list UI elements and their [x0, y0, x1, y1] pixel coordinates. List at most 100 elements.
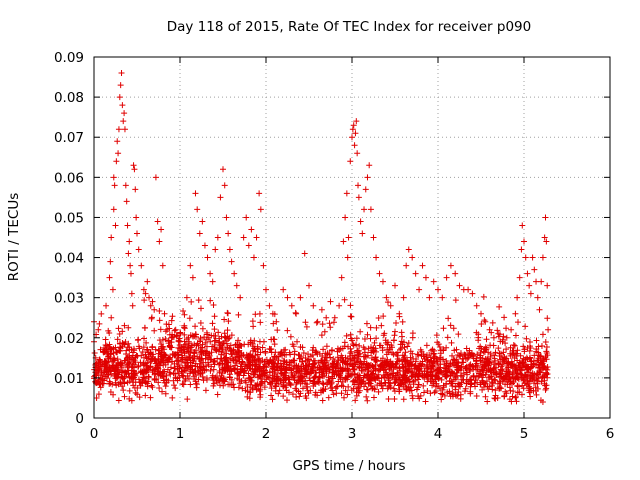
data-point	[194, 340, 201, 347]
data-point	[167, 364, 174, 371]
data-point	[316, 369, 323, 376]
data-point	[151, 327, 158, 334]
data-point	[488, 382, 495, 389]
data-point	[133, 214, 140, 221]
data-point	[230, 357, 237, 364]
data-point	[509, 380, 516, 387]
data-point	[154, 218, 161, 225]
data-point	[283, 351, 290, 358]
data-point	[243, 355, 250, 362]
data-point	[541, 234, 548, 241]
data-point	[392, 379, 399, 386]
data-point	[134, 384, 141, 391]
data-point	[148, 314, 155, 321]
data-point	[545, 326, 552, 333]
data-point	[510, 374, 517, 381]
data-point	[285, 389, 292, 396]
data-point	[96, 362, 103, 369]
data-point	[468, 380, 475, 387]
data-point	[506, 384, 513, 391]
data-point	[482, 380, 489, 387]
data-point	[110, 174, 117, 181]
data-point	[491, 352, 498, 359]
data-point	[284, 327, 291, 334]
data-point	[129, 363, 136, 370]
data-point	[409, 395, 416, 402]
data-point	[407, 354, 414, 361]
data-point	[506, 396, 513, 403]
data-point	[180, 307, 187, 314]
data-point	[197, 367, 204, 374]
data-point	[260, 364, 267, 371]
data-point	[312, 389, 319, 396]
data-point	[518, 246, 525, 253]
data-point	[269, 372, 276, 379]
data-point	[126, 395, 133, 402]
data-point	[336, 302, 343, 309]
data-point	[140, 360, 147, 367]
data-point	[380, 313, 387, 320]
data-point	[131, 166, 138, 173]
data-point	[298, 378, 305, 385]
data-point	[349, 341, 356, 348]
data-point	[430, 278, 437, 285]
data-point	[222, 357, 229, 364]
data-point	[490, 342, 497, 349]
data-point	[539, 361, 546, 368]
data-point	[347, 356, 354, 363]
data-point	[477, 343, 484, 350]
data-point	[518, 391, 525, 398]
data-point	[231, 366, 238, 373]
data-point	[223, 350, 230, 357]
data-point	[341, 359, 348, 366]
data-point	[224, 327, 231, 334]
data-point	[373, 324, 380, 331]
data-point	[97, 346, 104, 353]
data-point	[174, 349, 181, 356]
data-point	[347, 302, 354, 309]
data-point	[256, 355, 263, 362]
y-tick-label: 0.05	[54, 210, 84, 226]
data-point	[180, 381, 187, 388]
data-point	[303, 362, 310, 369]
data-point	[499, 361, 506, 368]
data-point	[400, 339, 407, 346]
data-point	[384, 385, 391, 392]
data-point	[492, 387, 499, 394]
data-point	[109, 358, 116, 365]
data-point	[459, 359, 466, 366]
data-point	[286, 349, 293, 356]
data-point	[400, 396, 407, 403]
data-point	[370, 394, 377, 401]
data-point	[239, 359, 246, 366]
data-point	[295, 369, 302, 376]
data-point	[487, 366, 494, 373]
data-point	[310, 302, 317, 309]
data-point	[166, 344, 173, 351]
data-point	[445, 315, 452, 322]
data-point	[533, 337, 540, 344]
data-point	[135, 246, 142, 253]
data-point	[103, 375, 110, 382]
data-point	[359, 361, 366, 368]
data-point	[399, 352, 406, 359]
data-point	[124, 222, 131, 229]
data-point	[361, 206, 368, 213]
data-point	[200, 377, 207, 384]
data-point	[357, 358, 364, 365]
data-point	[438, 390, 445, 397]
data-point	[147, 363, 154, 370]
data-point	[538, 278, 545, 285]
data-point	[338, 382, 345, 389]
data-point	[181, 349, 188, 356]
data-point	[365, 345, 372, 352]
data-point	[280, 379, 287, 386]
data-point	[368, 383, 375, 390]
data-point	[349, 371, 356, 378]
data-point	[364, 331, 371, 338]
data-point	[171, 382, 178, 389]
data-point	[394, 369, 401, 376]
data-point	[328, 347, 335, 354]
data-point	[541, 372, 548, 379]
data-point	[449, 352, 456, 359]
